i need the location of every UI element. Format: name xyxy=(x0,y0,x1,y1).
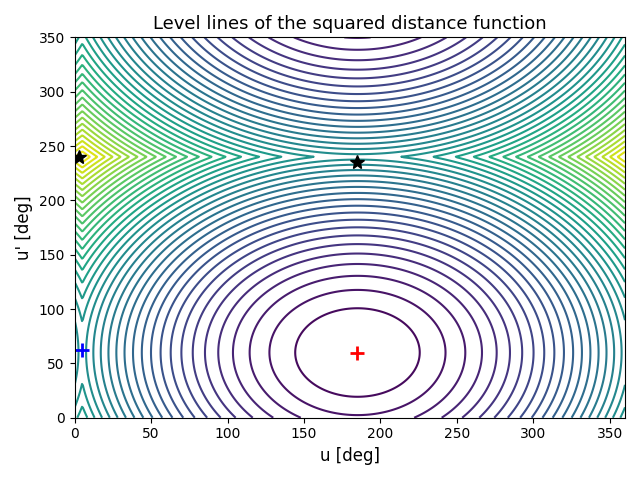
Title: Level lines of the squared distance function: Level lines of the squared distance func… xyxy=(153,15,547,33)
Y-axis label: u' [deg]: u' [deg] xyxy=(15,195,33,260)
X-axis label: u [deg]: u [deg] xyxy=(320,447,380,465)
